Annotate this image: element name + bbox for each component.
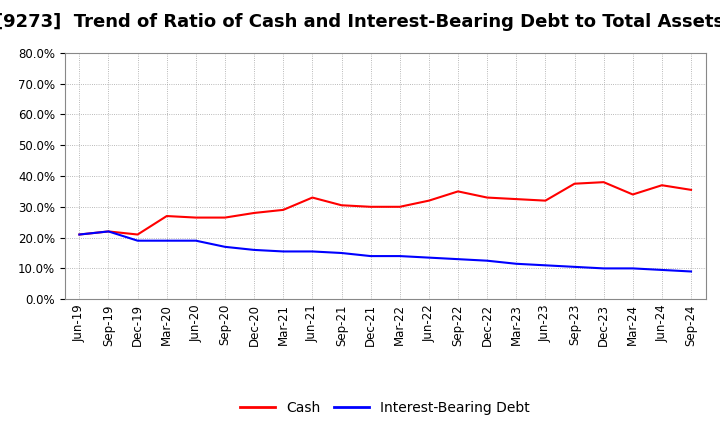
- Interest-Bearing Debt: [279, 249, 287, 254]
- Cash: [75, 232, 84, 237]
- Interest-Bearing Debt: [657, 267, 666, 272]
- Interest-Bearing Debt: [570, 264, 579, 269]
- Cash: [425, 198, 433, 203]
- Interest-Bearing Debt: [75, 232, 84, 237]
- Interest-Bearing Debt: [599, 266, 608, 271]
- Interest-Bearing Debt: [454, 257, 462, 262]
- Cash: [541, 198, 550, 203]
- Cash: [104, 229, 113, 234]
- Interest-Bearing Debt: [337, 250, 346, 256]
- Cash: [512, 196, 521, 202]
- Interest-Bearing Debt: [308, 249, 317, 254]
- Interest-Bearing Debt: [366, 253, 375, 259]
- Cash: [629, 192, 637, 197]
- Interest-Bearing Debt: [220, 244, 229, 249]
- Cash: [483, 195, 492, 200]
- Cash: [133, 232, 142, 237]
- Cash: [192, 215, 200, 220]
- Interest-Bearing Debt: [483, 258, 492, 263]
- Interest-Bearing Debt: [133, 238, 142, 243]
- Interest-Bearing Debt: [687, 269, 696, 274]
- Cash: [220, 215, 229, 220]
- Interest-Bearing Debt: [512, 261, 521, 267]
- Cash: [279, 207, 287, 213]
- Cash: [250, 210, 258, 216]
- Cash: [308, 195, 317, 200]
- Interest-Bearing Debt: [395, 253, 404, 259]
- Cash: [454, 189, 462, 194]
- Cash: [687, 187, 696, 193]
- Line: Interest-Bearing Debt: Interest-Bearing Debt: [79, 231, 691, 271]
- Interest-Bearing Debt: [629, 266, 637, 271]
- Cash: [366, 204, 375, 209]
- Interest-Bearing Debt: [163, 238, 171, 243]
- Cash: [395, 204, 404, 209]
- Line: Cash: Cash: [79, 182, 691, 235]
- Text: [9273]  Trend of Ratio of Cash and Interest-Bearing Debt to Total Assets: [9273] Trend of Ratio of Cash and Intere…: [0, 13, 720, 31]
- Interest-Bearing Debt: [541, 263, 550, 268]
- Cash: [599, 180, 608, 185]
- Cash: [570, 181, 579, 187]
- Interest-Bearing Debt: [104, 229, 113, 234]
- Interest-Bearing Debt: [425, 255, 433, 260]
- Cash: [337, 202, 346, 208]
- Legend: Cash, Interest-Bearing Debt: Cash, Interest-Bearing Debt: [235, 395, 536, 420]
- Cash: [163, 213, 171, 219]
- Cash: [657, 183, 666, 188]
- Interest-Bearing Debt: [250, 247, 258, 253]
- Interest-Bearing Debt: [192, 238, 200, 243]
